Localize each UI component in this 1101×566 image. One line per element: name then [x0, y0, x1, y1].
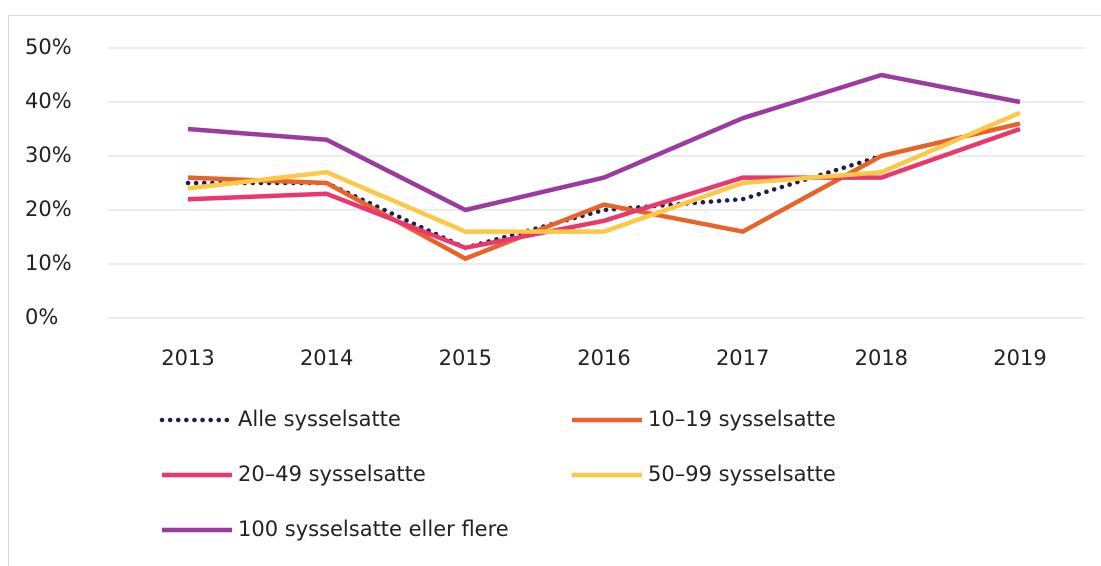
x-tick-label: 2013	[161, 346, 214, 370]
series-line	[187, 110, 1021, 234]
y-tick-label: 0%	[25, 305, 58, 329]
y-tick-label: 20%	[25, 197, 72, 221]
series-line	[187, 72, 1021, 213]
y-tick-label: 10%	[25, 251, 72, 275]
chart-frame	[8, 15, 1101, 566]
y-tick-label: 30%	[25, 143, 72, 167]
x-tick-label: 2018	[855, 346, 908, 370]
series-line	[187, 121, 1021, 261]
legend-label: Alle sysselsatte	[238, 407, 401, 431]
legend-label: 20–49 sysselsatte	[238, 462, 426, 486]
x-tick-label: 2016	[577, 346, 630, 370]
legend-label: 50–99 sysselsatte	[648, 462, 836, 486]
x-tick-label: 2017	[716, 346, 769, 370]
x-tick-label: 2015	[439, 346, 492, 370]
series-line	[187, 126, 1021, 251]
legend-label: 100 sysselsatte eller flere	[238, 517, 509, 541]
series-line	[185, 121, 1023, 251]
x-tick-label: 2019	[993, 346, 1046, 370]
y-tick-label: 50%	[25, 35, 72, 59]
x-tick-label: 2014	[300, 346, 353, 370]
y-tick-label: 40%	[25, 89, 72, 113]
legend-label: 10–19 sysselsatte	[648, 407, 836, 431]
